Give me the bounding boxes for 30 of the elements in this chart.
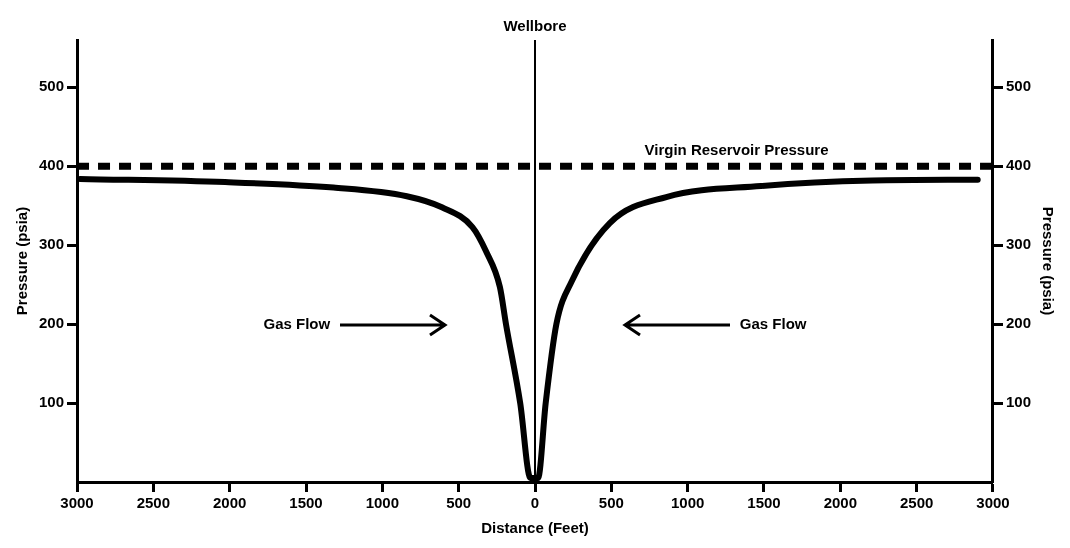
y-tick-label: 200 — [39, 314, 65, 332]
y-tick-label: 100 — [39, 393, 65, 411]
x-tick-label: 2000 — [213, 494, 247, 512]
x-tick-label: 0 — [530, 494, 540, 512]
ref-line-label: Virgin Reservoir Pressure — [644, 140, 829, 158]
x-tick-label: 500 — [598, 494, 624, 512]
ref-line-label: Wellbore — [503, 16, 567, 34]
y-tick-label: 300 — [39, 235, 65, 253]
x-tick-label: 3000 — [60, 494, 94, 512]
x-axis-title: Distance (Feet) — [481, 519, 589, 537]
x-tick-label: 1000 — [670, 494, 705, 512]
y2-tick-label: 200 — [1005, 314, 1031, 332]
y2-tick-label: 500 — [1005, 77, 1031, 95]
y2-axis-title: Pressure (psia) — [1039, 206, 1057, 316]
x-tick-label: 1500 — [289, 494, 323, 512]
y2-tick-label: 100 — [1005, 393, 1031, 411]
x-tick-label: 2500 — [899, 494, 934, 512]
annotation: Gas Flow — [739, 315, 807, 333]
x-tick-label: 500 — [446, 494, 472, 512]
y-axis-title: Pressure (psia) — [13, 206, 31, 316]
annotation: Gas Flow — [263, 315, 331, 333]
x-tick-label: 1000 — [365, 494, 400, 512]
x-tick-label: 2000 — [823, 494, 857, 512]
y2-tick-label: 300 — [1005, 235, 1031, 253]
x-tick-label: 1500 — [747, 494, 781, 512]
y-tick-label: 500 — [39, 77, 65, 95]
x-tick-label: 2500 — [136, 494, 171, 512]
x-tick-label: 3000 — [976, 494, 1010, 512]
y2-tick-label: 400 — [1005, 156, 1031, 174]
y-tick-label: 400 — [39, 156, 65, 174]
